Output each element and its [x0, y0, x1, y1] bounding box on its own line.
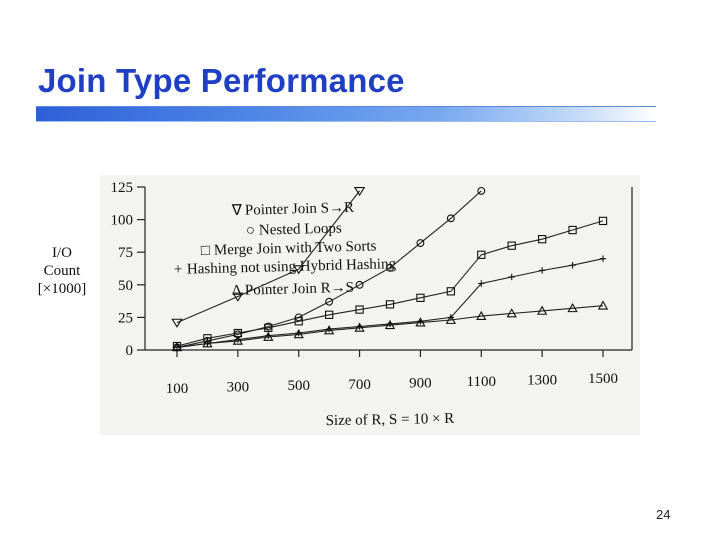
square-marker [598, 216, 608, 226]
legend-symbol: Δ [232, 283, 242, 299]
slide-title: Join Type Performance [38, 62, 405, 99]
page-number: 24 [656, 507, 671, 522]
x-tick-label: 500 [287, 378, 310, 394]
triangle-up-marker [171, 342, 183, 352]
y-axis-label: I/O [52, 245, 72, 261]
triangle-up-marker [263, 331, 274, 341]
legend-entry: □ Merge Join with Two Sorts [201, 238, 377, 259]
circle-marker [386, 263, 394, 272]
triangle-up-marker [597, 300, 609, 310]
triangle-up-marker [293, 329, 304, 339]
x-tick-label: 100 [166, 381, 189, 397]
circle-marker [416, 239, 425, 248]
triangle-up-marker [476, 310, 487, 321]
y-tick-label: 125 [111, 180, 134, 196]
legend-symbol: ○ [246, 223, 255, 239]
circle-marker [446, 214, 455, 223]
x-tick-label: 1500 [588, 371, 618, 387]
triangle-up-marker [202, 338, 213, 348]
series-line [176, 190, 361, 324]
square-marker [537, 235, 547, 244]
square-marker [294, 317, 303, 326]
y-axis-label: [×1000] [38, 281, 86, 297]
triangle-up-marker [415, 317, 426, 327]
chart-series [171, 186, 609, 352]
legend-label: Pointer Join R→S [245, 280, 355, 299]
legend-entry: ∇ Pointer Join S→R [231, 200, 355, 219]
chart-background [100, 175, 640, 435]
plus-marker [478, 280, 485, 287]
legend-entry: Δ Pointer Join R→S [232, 280, 355, 299]
triangle-down-marker [171, 318, 183, 328]
x-tick-label: 700 [348, 377, 371, 393]
series-4 [171, 300, 609, 352]
legend-symbol: ∇ [231, 203, 243, 219]
triangle-up-marker [567, 302, 578, 313]
triangle-down-marker [293, 265, 305, 275]
legend-label: Hashing not using Hybrid Hashing [187, 256, 397, 277]
square-marker [446, 287, 456, 296]
plus-marker [538, 267, 546, 274]
square-marker [416, 293, 425, 302]
square-marker [385, 300, 395, 309]
legend-label: Pointer Join S→R [245, 200, 355, 219]
y-tick-label: 75 [118, 245, 133, 261]
x-tick-label: 300 [227, 380, 250, 396]
chart-labels: I/O Count [×1000] Size of R, S = 10 × R [38, 245, 455, 429]
chart-ticks: 0 25 50 75 100 125 100 300 500 700 900 1100 1300 1500 [111, 180, 619, 397]
title-underline-bar [36, 106, 656, 122]
legend-label: Merge Join with Two Sorts [214, 238, 377, 258]
square-marker [264, 323, 273, 332]
y-axis-label: Count [44, 263, 82, 279]
y-tick-label: 50 [118, 278, 133, 294]
legend-entry: ○ Nested Loops [246, 220, 342, 239]
x-tick-label: 1100 [467, 374, 496, 390]
y-tick-label: 0 [126, 343, 134, 359]
circle-marker [325, 297, 334, 306]
x-axis-label: Size of R, S = 10 × R [326, 411, 455, 429]
triangle-up-marker [384, 319, 396, 330]
square-marker [507, 241, 516, 250]
x-tick-label: 1300 [527, 373, 557, 389]
chart-axes [144, 187, 633, 351]
y-tick-label: 25 [118, 310, 133, 326]
triangle-up-marker [506, 308, 517, 318]
series-line [176, 220, 604, 347]
plus-marker [508, 273, 515, 281]
triangle-down-marker [353, 187, 366, 197]
triangle-up-marker [232, 335, 243, 345]
square-marker [568, 225, 577, 235]
triangle-up-marker [537, 305, 548, 315]
plus-marker [569, 262, 576, 269]
y-tick-label: 100 [111, 213, 134, 229]
chart-legend: ∇ Pointer Join S→R○ Nested Loops□ Merge Joi… [174, 200, 397, 299]
square-marker [477, 250, 486, 259]
square-marker [355, 305, 364, 314]
series-line [176, 190, 482, 348]
x-tick-label: 900 [409, 375, 432, 391]
square-marker [324, 310, 334, 319]
triangle-up-marker [324, 325, 335, 335]
circle-marker [355, 280, 364, 289]
triangle-up-marker [445, 314, 456, 324]
legend-entry: + Hashing not using Hybrid Hashing [174, 256, 397, 278]
legend-symbol: □ [201, 243, 210, 259]
series-0 [171, 187, 366, 328]
plus-marker [599, 255, 607, 262]
series-line [176, 305, 604, 348]
legend-label: Nested Loops [259, 220, 342, 238]
triangle-down-marker [232, 292, 244, 302]
circle-marker [477, 186, 486, 195]
legend-symbol: + [174, 262, 183, 278]
triangle-up-marker [354, 322, 365, 332]
